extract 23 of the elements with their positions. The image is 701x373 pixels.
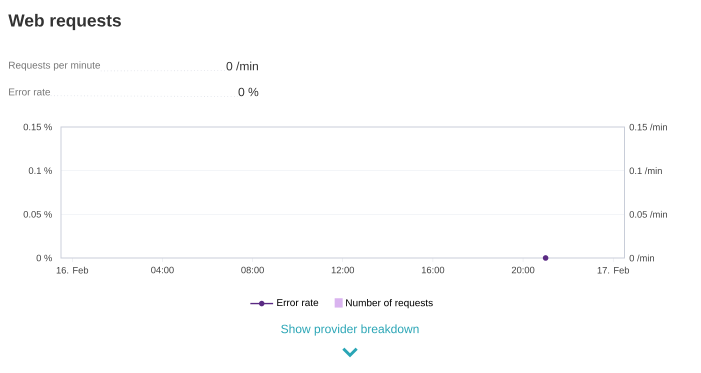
x-tick-label: 04:00	[151, 266, 174, 274]
y-tick-label: 0.1 %	[28, 167, 52, 174]
y-tick-label: 0.15 %	[24, 124, 52, 130]
y-tick-label: 0 %	[36, 254, 52, 262]
x-tick-label: 16:00	[422, 266, 444, 274]
chart-title: Web requests	[8, 14, 121, 30]
x-tick-label: 17. Feb	[598, 266, 630, 274]
y2-tick-label: 0.15 /min	[630, 124, 667, 130]
y2-tick-label: 0.1 /min	[630, 167, 662, 174]
text: Requests per minute	[9, 61, 100, 71]
x-tick-label: 20:00	[512, 266, 534, 274]
text: 0 /min	[226, 62, 258, 70]
text: 0 %	[238, 88, 258, 96]
y2-tick-label: 0 /min	[630, 254, 654, 262]
text: Show provider breakdown	[281, 324, 419, 336]
text: Error rate	[9, 88, 50, 96]
x-tick-label: 16. Feb	[56, 266, 88, 274]
x-tick-label: 08:00	[241, 266, 264, 274]
x-tick-label: 12:00	[332, 266, 354, 274]
legend-label: Error rate	[277, 299, 318, 306]
legend-label: Number of requests	[346, 298, 433, 308]
y2-tick-label: 0.05 /min	[630, 210, 667, 218]
y-tick-label: 0.05 %	[24, 211, 52, 218]
